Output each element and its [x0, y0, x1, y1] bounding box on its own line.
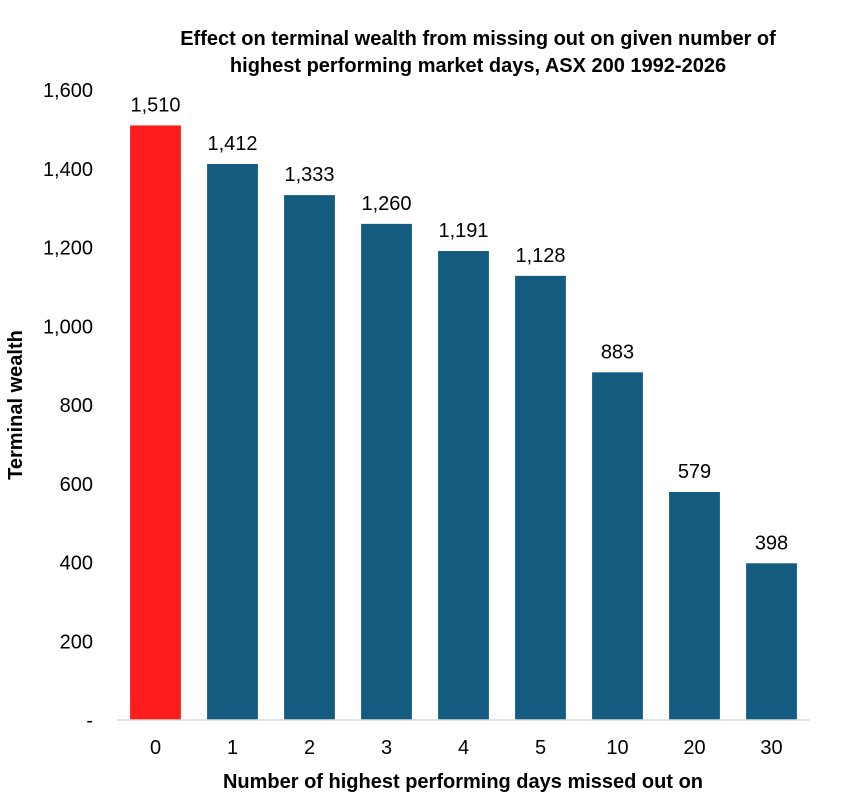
- bar: [515, 275, 566, 720]
- chart-title-line-1: Effect on terminal wealth from missing o…: [180, 28, 776, 50]
- x-tick-label: 0: [150, 737, 161, 759]
- bar-value-label: 579: [678, 461, 711, 483]
- x-tick-label: 1: [227, 737, 238, 759]
- y-tick-label: 200: [60, 631, 93, 653]
- bar: [438, 251, 489, 720]
- bar: [592, 372, 643, 720]
- chart-title-line-2: highest performing market days, ASX 200 …: [230, 55, 726, 77]
- bar: [361, 223, 412, 720]
- bar-value-label: 883: [601, 341, 634, 363]
- bar: [669, 492, 720, 720]
- y-tick-label: 400: [60, 553, 93, 575]
- x-tick-label: 20: [683, 737, 705, 759]
- x-tick-label: 30: [760, 737, 782, 759]
- y-tick-label: 1,200: [43, 238, 93, 260]
- bar-series: [130, 125, 797, 721]
- bar-value-label: 1,260: [361, 193, 411, 215]
- y-tick-label: 600: [60, 474, 93, 496]
- x-tick-label: 3: [381, 737, 392, 759]
- bar-value-label: 1,128: [515, 245, 565, 267]
- x-axis-tick-labels: 0 1 2 3 4 5 10 20 30: [150, 737, 783, 759]
- bar-value-label: 1,333: [284, 164, 334, 186]
- y-axis-title: Terminal wealth: [5, 330, 27, 480]
- y-tick-label: 800: [60, 395, 93, 417]
- bar-value-label: 1,191: [438, 220, 488, 242]
- bar-value-labels: 1,510 1,412 1,333 1,260 1,191 1,128 883 579 398: [130, 94, 788, 554]
- x-tick-label: 4: [458, 737, 469, 759]
- y-tick-label: 1,600: [43, 80, 93, 102]
- x-axis-title: Number of highest performing days missed…: [223, 771, 703, 793]
- bar-value-label: 1,412: [207, 133, 257, 155]
- x-tick-label: 2: [304, 737, 315, 759]
- x-tick-label: 10: [606, 737, 628, 759]
- bar: [284, 195, 335, 721]
- bar: [746, 563, 797, 720]
- bar-value-label: 1,510: [130, 94, 180, 116]
- y-tick-label: 1,400: [43, 159, 93, 181]
- y-axis-tick-labels: - 200 400 600 800 1,000 1,200 1,400 1,600: [43, 80, 93, 732]
- bar: [130, 125, 181, 720]
- y-tick-label: -: [86, 710, 93, 732]
- bar: [207, 164, 258, 720]
- bar-value-label: 398: [755, 532, 788, 554]
- x-tick-label: 5: [535, 737, 546, 759]
- y-tick-label: 1,000: [43, 316, 93, 338]
